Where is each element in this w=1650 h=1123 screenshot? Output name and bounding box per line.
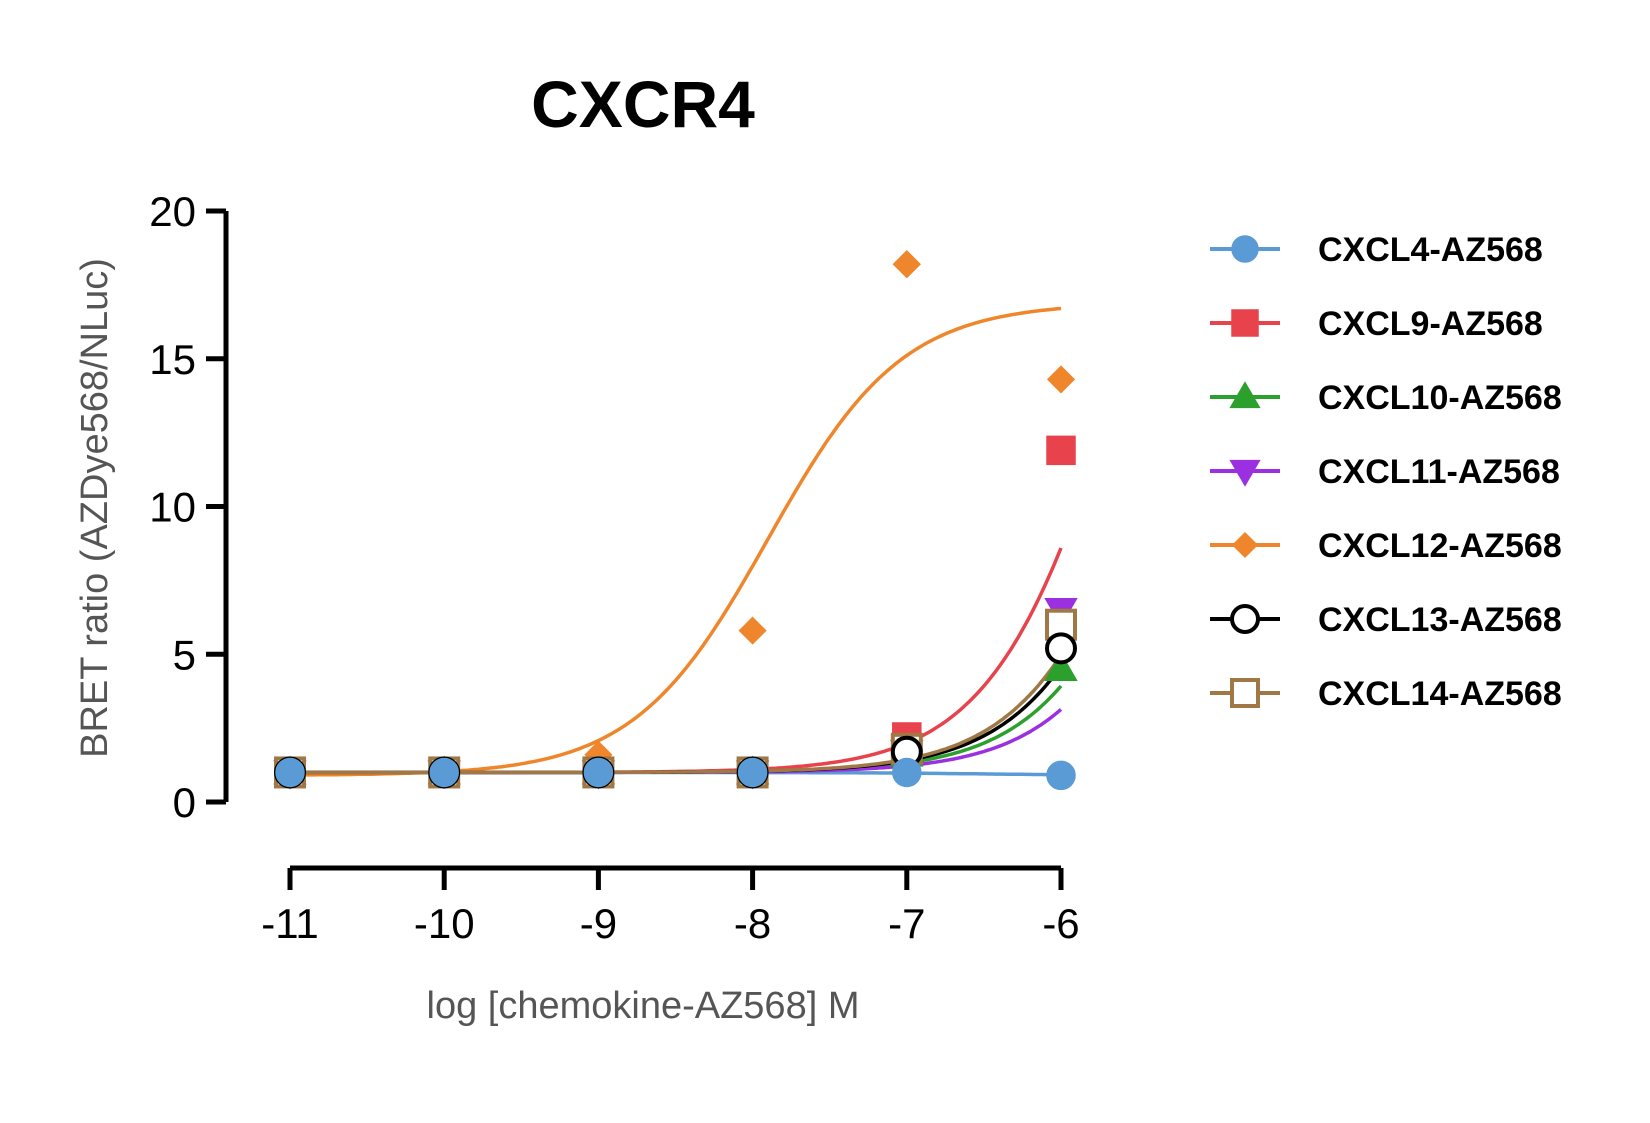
data-point <box>1044 652 1078 681</box>
legend-label: CXCL14-AZ568 <box>1318 675 1562 713</box>
y-axis-label: BRET ratio (AZDye568/NLuc) <box>74 258 116 758</box>
data-point <box>1231 531 1259 559</box>
legend-label: CXCL9-AZ568 <box>1318 305 1543 343</box>
data-point <box>1045 632 1077 665</box>
x-tick-label: -9 <box>580 900 617 947</box>
data-point <box>429 757 459 788</box>
fit-curve <box>290 654 1063 775</box>
legend: CXCL4-AZ568 CXCL9-AZ568 CXCL10-AZ568 CXCL11… <box>1210 231 1562 713</box>
data-point <box>1230 678 1260 708</box>
legend-label: CXCL11-AZ568 <box>1318 453 1560 491</box>
data-point <box>892 757 922 788</box>
y-tick-label: 15 <box>149 336 196 383</box>
data-point <box>738 616 767 645</box>
fit-curve <box>290 708 1063 775</box>
data-point <box>1231 235 1259 263</box>
data-point <box>892 250 921 279</box>
x-tick-label: -8 <box>734 900 771 947</box>
data-point <box>1046 365 1076 394</box>
fit-curve <box>290 547 1063 775</box>
data-point <box>1230 604 1260 634</box>
fit-curves <box>290 306 1063 777</box>
chart-title: CXCR4 <box>531 67 755 141</box>
legend-label: CXCL10-AZ568 <box>1318 379 1562 417</box>
y-tick-label: 5 <box>173 631 196 678</box>
data-point <box>275 757 305 788</box>
legend-label: CXCL12-AZ568 <box>1318 527 1562 565</box>
x-tick-label: -11 <box>261 900 319 947</box>
data-point <box>1046 760 1076 791</box>
legend-label: CXCL4-AZ568 <box>1318 231 1543 269</box>
axes: 0 5 10 15 20 -11 -10 -9 -8 -7 -6 <box>149 188 1079 947</box>
data-point <box>1229 381 1261 409</box>
data-point <box>1231 309 1259 337</box>
x-tick-label: -10 <box>414 900 475 947</box>
legend-label: CXCL13-AZ568 <box>1318 601 1562 639</box>
x-tick-label: -7 <box>888 900 925 947</box>
y-tick-label: 0 <box>173 779 196 826</box>
y-tick-label: 10 <box>149 484 196 531</box>
data-point <box>737 757 768 788</box>
data-points <box>273 250 1078 791</box>
fit-curve <box>290 306 1062 777</box>
data-point <box>583 757 614 788</box>
x-tick-label: -6 <box>1042 900 1079 947</box>
data-point <box>1046 435 1076 466</box>
data-point <box>1229 459 1261 487</box>
y-tick-label: 20 <box>149 188 196 235</box>
x-axis-label: log [chemokine-AZ568] M <box>427 985 860 1027</box>
